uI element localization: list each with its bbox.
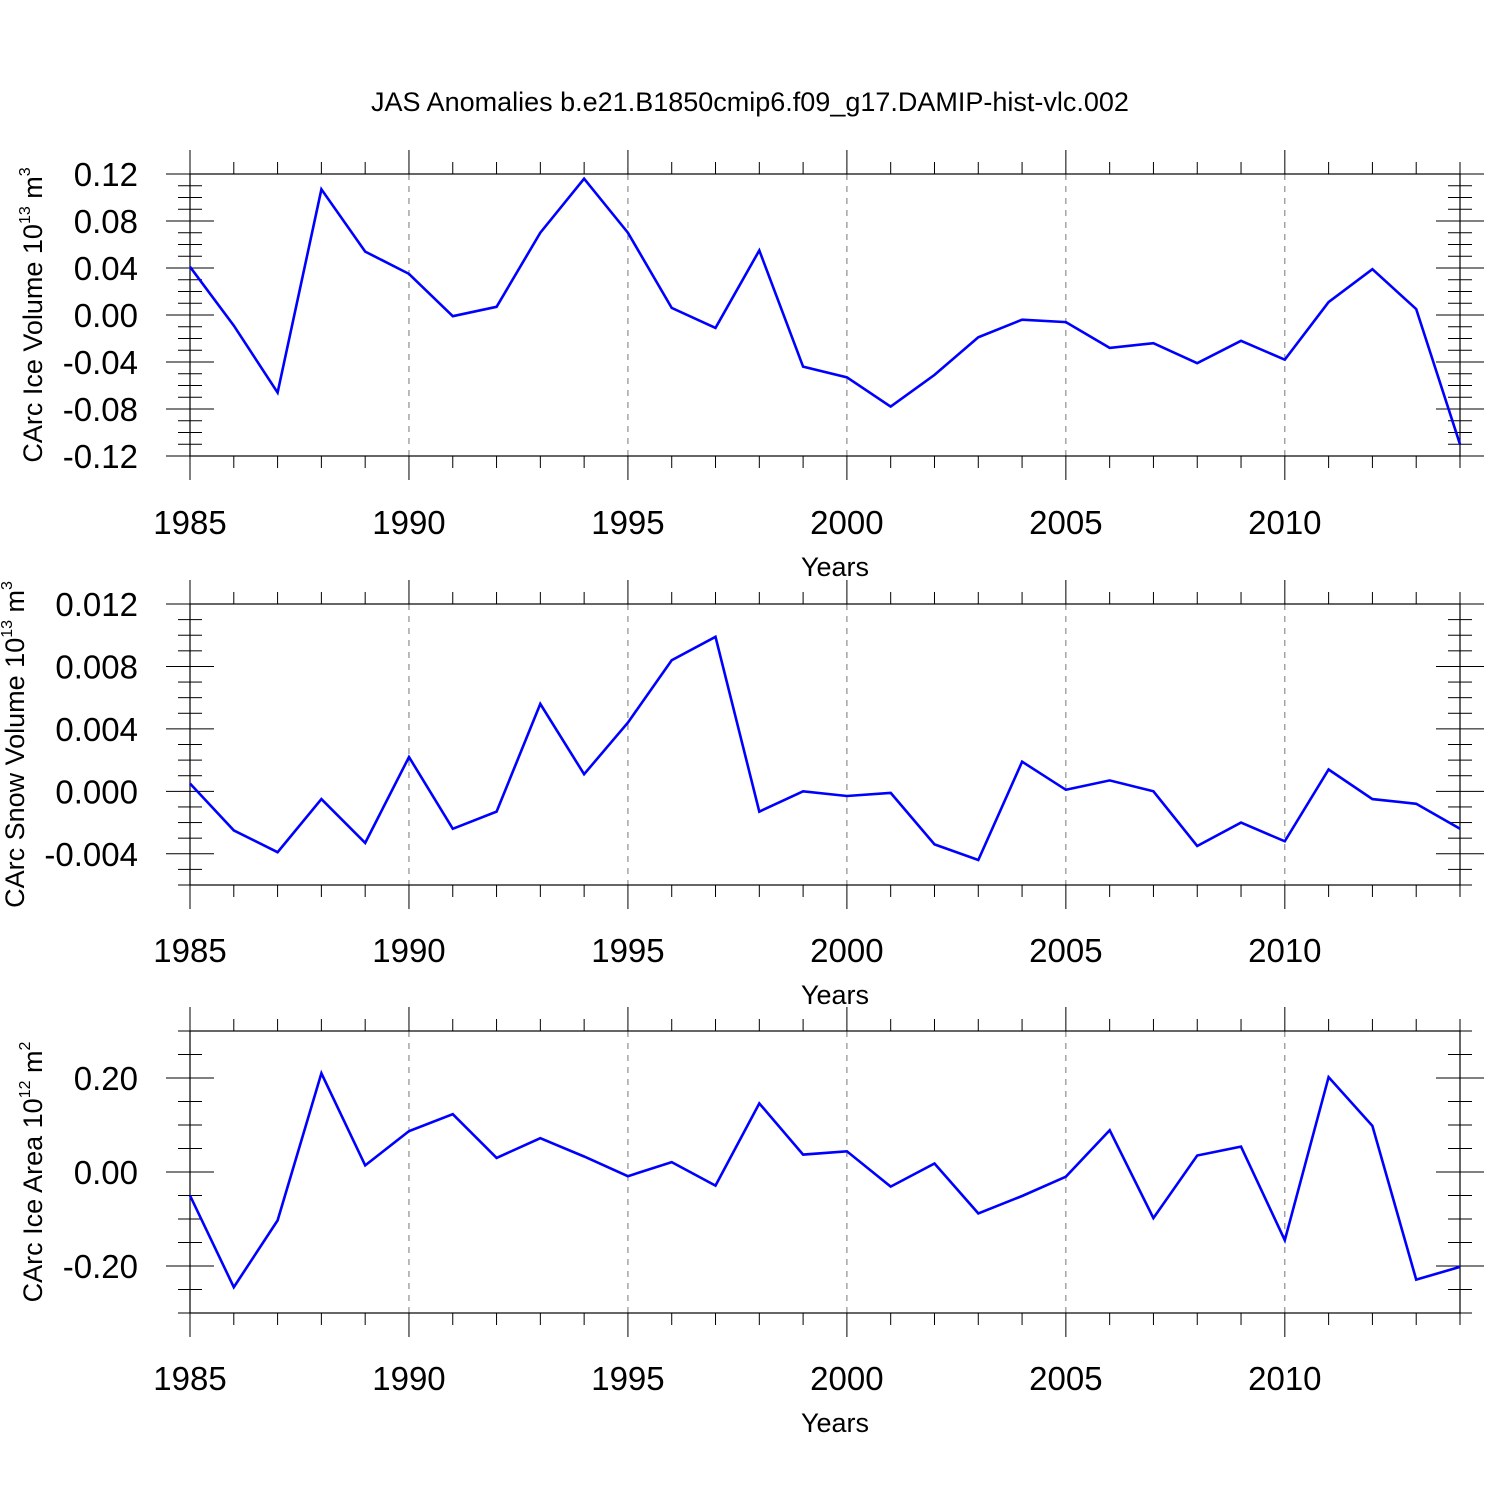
y-axis-title-main: CArc Ice Volume 10 (18, 224, 48, 463)
y-axis-title-main: CArc Ice Area 10 (18, 1098, 48, 1302)
x-tick-label-2000: 2000 (810, 932, 883, 969)
x-tick-label-1995: 1995 (591, 1360, 664, 1397)
y-tick-label: 0.012 (55, 586, 138, 623)
y-tick-label: 0.00 (74, 1154, 138, 1191)
x-tick-label-1995: 1995 (591, 504, 664, 541)
y-axis-title-unit: m (18, 176, 48, 206)
y-tick-label: 0.00 (74, 297, 138, 334)
x-tick-label-1985: 1985 (153, 1360, 226, 1397)
y-axis-title-exp: 13 (0, 620, 16, 638)
x-tick-label-2005: 2005 (1029, 932, 1102, 969)
x-tick-label-1985: 1985 (153, 932, 226, 969)
y-axis-title: CArc Ice Volume 1013 m3 (17, 167, 48, 462)
x-axis-title: Years (801, 980, 869, 1010)
x-axis-title: Years (801, 1408, 869, 1438)
x-tick-label-1995: 1995 (591, 932, 664, 969)
y-tick-label: 0.000 (55, 773, 138, 810)
x-tick-label-2005: 2005 (1029, 1360, 1102, 1397)
chart-title: JAS Anomalies b.e21.B1850cmip6.f09_g17.D… (371, 87, 1129, 117)
y-axis-title-unit-exp: 2 (17, 1042, 34, 1051)
y-tick-label: -0.04 (63, 344, 138, 381)
y-axis-title-unit-exp: 3 (17, 167, 34, 176)
y-tick-label: -0.20 (63, 1248, 138, 1285)
y-tick-label: 0.04 (74, 250, 138, 287)
plot-frame (189, 603, 1461, 886)
x-tick-label-2000: 2000 (810, 1360, 883, 1397)
plot-frame (189, 1030, 1461, 1314)
panel-ice-area: 0.20 0.00 -0.20 1985 1990 1995 2000 2005 2010 Yea… (17, 1007, 1484, 1438)
x-tick-label-2010: 2010 (1248, 1360, 1321, 1397)
y-tick-label: 0.08 (74, 203, 138, 240)
panel-ice-volume: 0.12 0.08 0.04 0.00 -0.04 -0.08 -0.12 1985 1990 1… (17, 150, 1484, 582)
y-axis-title: CArc Ice Area 1012 m2 (17, 1042, 48, 1303)
panel-snow-volume: 0.012 0.008 0.004 0.000 -0.004 1985 1990 1995 20… (0, 580, 1484, 1010)
y-tick-label: -0.004 (44, 836, 138, 873)
y-tick-label: 0.20 (74, 1060, 138, 1097)
series-line-ice-area (188, 1069, 1461, 1290)
x-tick-label-2000: 2000 (810, 504, 883, 541)
x-tick-label-1990: 1990 (372, 932, 445, 969)
plot-frame (189, 173, 1461, 457)
x-tick-label-1990: 1990 (372, 504, 445, 541)
y-axis-title: CArc Snow Volume 1013 m3 (0, 581, 30, 908)
x-tick-label-1990: 1990 (372, 1360, 445, 1397)
x-tick-label-2010: 2010 (1248, 932, 1321, 969)
y-tick-label: -0.12 (63, 438, 138, 475)
y-axis-title-unit-exp: 3 (0, 581, 16, 590)
series-line-snow-volume (189, 634, 1461, 862)
chart-panels: 0.12 0.08 0.04 0.00 -0.04 -0.08 -0.12 1985 1990 1… (0, 150, 1484, 1438)
series-line-ice-volume (188, 176, 1462, 445)
x-axis-title: Years (801, 552, 869, 582)
y-axis-title-main: CArc Snow Volume 10 (0, 638, 30, 908)
y-tick-label: 0.008 (55, 648, 138, 685)
y-tick-label: -0.08 (63, 391, 138, 428)
y-axis-title-unit: m (0, 590, 30, 620)
y-tick-label: 0.12 (74, 156, 138, 193)
y-axis-title-exp: 13 (17, 206, 34, 224)
x-tick-label-2010: 2010 (1248, 504, 1321, 541)
y-tick-label: 0.004 (55, 711, 138, 748)
x-tick-label-1985: 1985 (153, 504, 226, 541)
y-axis-title-unit: m (18, 1051, 48, 1081)
y-axis-title-exp: 12 (17, 1080, 34, 1098)
x-tick-label-2005: 2005 (1029, 504, 1102, 541)
